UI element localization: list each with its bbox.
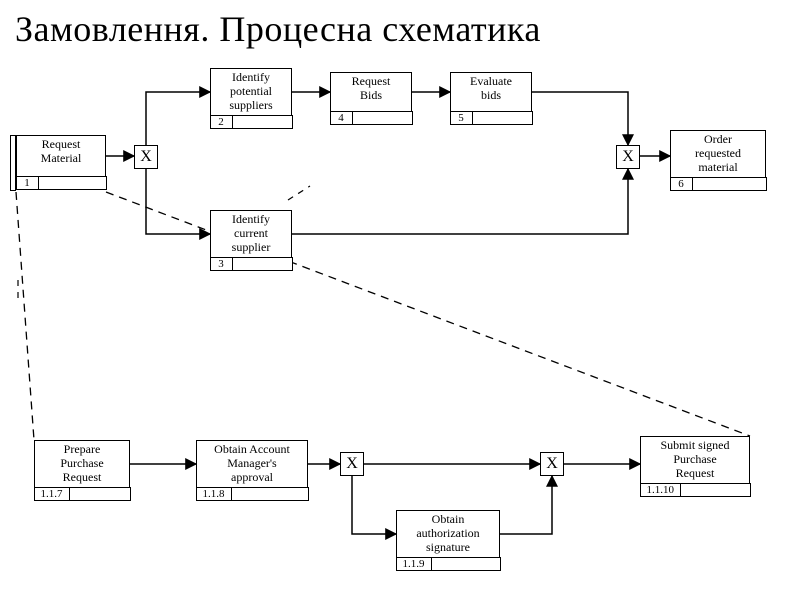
node-footer: 1.1.10	[640, 483, 751, 497]
process-node-n5: Evaluatebids5	[450, 72, 532, 112]
node-number: 1.1.9	[397, 558, 432, 570]
edge	[146, 92, 210, 145]
node-footer: 4	[330, 111, 413, 125]
edge	[532, 92, 628, 145]
node-label: Submit signedPurchaseRequest	[643, 439, 747, 480]
dash-mark	[288, 186, 310, 200]
node-label: RequestBids	[333, 75, 409, 103]
decomposition-line	[16, 192, 34, 440]
edge	[352, 476, 396, 534]
node-footer: 1.1.9	[396, 557, 501, 571]
node-number: 3	[211, 258, 233, 270]
gateway-x2: X	[616, 145, 640, 169]
node-number: 5	[451, 112, 473, 124]
node-label: Obtain AccountManager'sapproval	[199, 443, 305, 484]
node-footer: 1.1.7	[34, 487, 131, 501]
process-node-n10: Submit signedPurchaseRequest1.1.10	[640, 436, 750, 484]
decomposition-line	[106, 192, 750, 436]
node-number: 4	[331, 112, 353, 124]
node-footer-spacer	[681, 484, 750, 496]
node-footer-spacer	[70, 488, 130, 500]
edge	[500, 476, 552, 534]
process-node-n1: RequestMaterial1	[16, 135, 106, 177]
process-node-n2: Identifypotentialsuppliers2	[210, 68, 292, 116]
node-number: 1	[17, 177, 39, 189]
edge	[292, 169, 628, 234]
node-footer-spacer	[39, 177, 106, 189]
node-number: 2	[211, 116, 233, 128]
node-footer-spacer	[432, 558, 500, 570]
node-footer-spacer	[353, 112, 412, 124]
node-footer-spacer	[473, 112, 532, 124]
node-number: 1.1.7	[35, 488, 70, 500]
node-footer-spacer	[693, 178, 766, 190]
node-label: Obtainauthorizationsignature	[399, 513, 497, 554]
gateway-x4: X	[540, 452, 564, 476]
process-node-n6: Orderrequestedmaterial6	[670, 130, 766, 178]
node-footer-spacer	[233, 258, 292, 270]
process-node-n3: Identifycurrentsupplier3	[210, 210, 292, 258]
gateway-x1: X	[134, 145, 158, 169]
diagram-canvas: RequestMaterial1Identifypotentialsupplie…	[0, 0, 800, 600]
node-label: Identifycurrentsupplier	[213, 213, 289, 254]
node-footer: 1.1.8	[196, 487, 309, 501]
node-footer-spacer	[232, 488, 308, 500]
node-label: Identifypotentialsuppliers	[213, 71, 289, 112]
gateway-x3: X	[340, 452, 364, 476]
process-node-n8: Obtain AccountManager'sapproval1.1.8	[196, 440, 308, 488]
node-footer: 5	[450, 111, 533, 125]
process-node-n4: RequestBids4	[330, 72, 412, 112]
node-footer: 2	[210, 115, 293, 129]
node-footer-spacer	[233, 116, 292, 128]
process-node-n7: PreparePurchaseRequest1.1.7	[34, 440, 130, 488]
node-label: PreparePurchaseRequest	[37, 443, 127, 484]
node-label: Evaluatebids	[453, 75, 529, 103]
node-footer: 6	[670, 177, 767, 191]
node-footer: 3	[210, 257, 293, 271]
process-node-n9: Obtainauthorizationsignature1.1.9	[396, 510, 500, 558]
node-number: 1.1.8	[197, 488, 232, 500]
edge	[146, 169, 210, 234]
node-label: Orderrequestedmaterial	[673, 133, 763, 174]
node-number: 6	[671, 178, 693, 190]
node-number: 1.1.10	[641, 484, 682, 496]
node-footer: 1	[16, 176, 107, 190]
node-label: RequestMaterial	[19, 138, 103, 166]
